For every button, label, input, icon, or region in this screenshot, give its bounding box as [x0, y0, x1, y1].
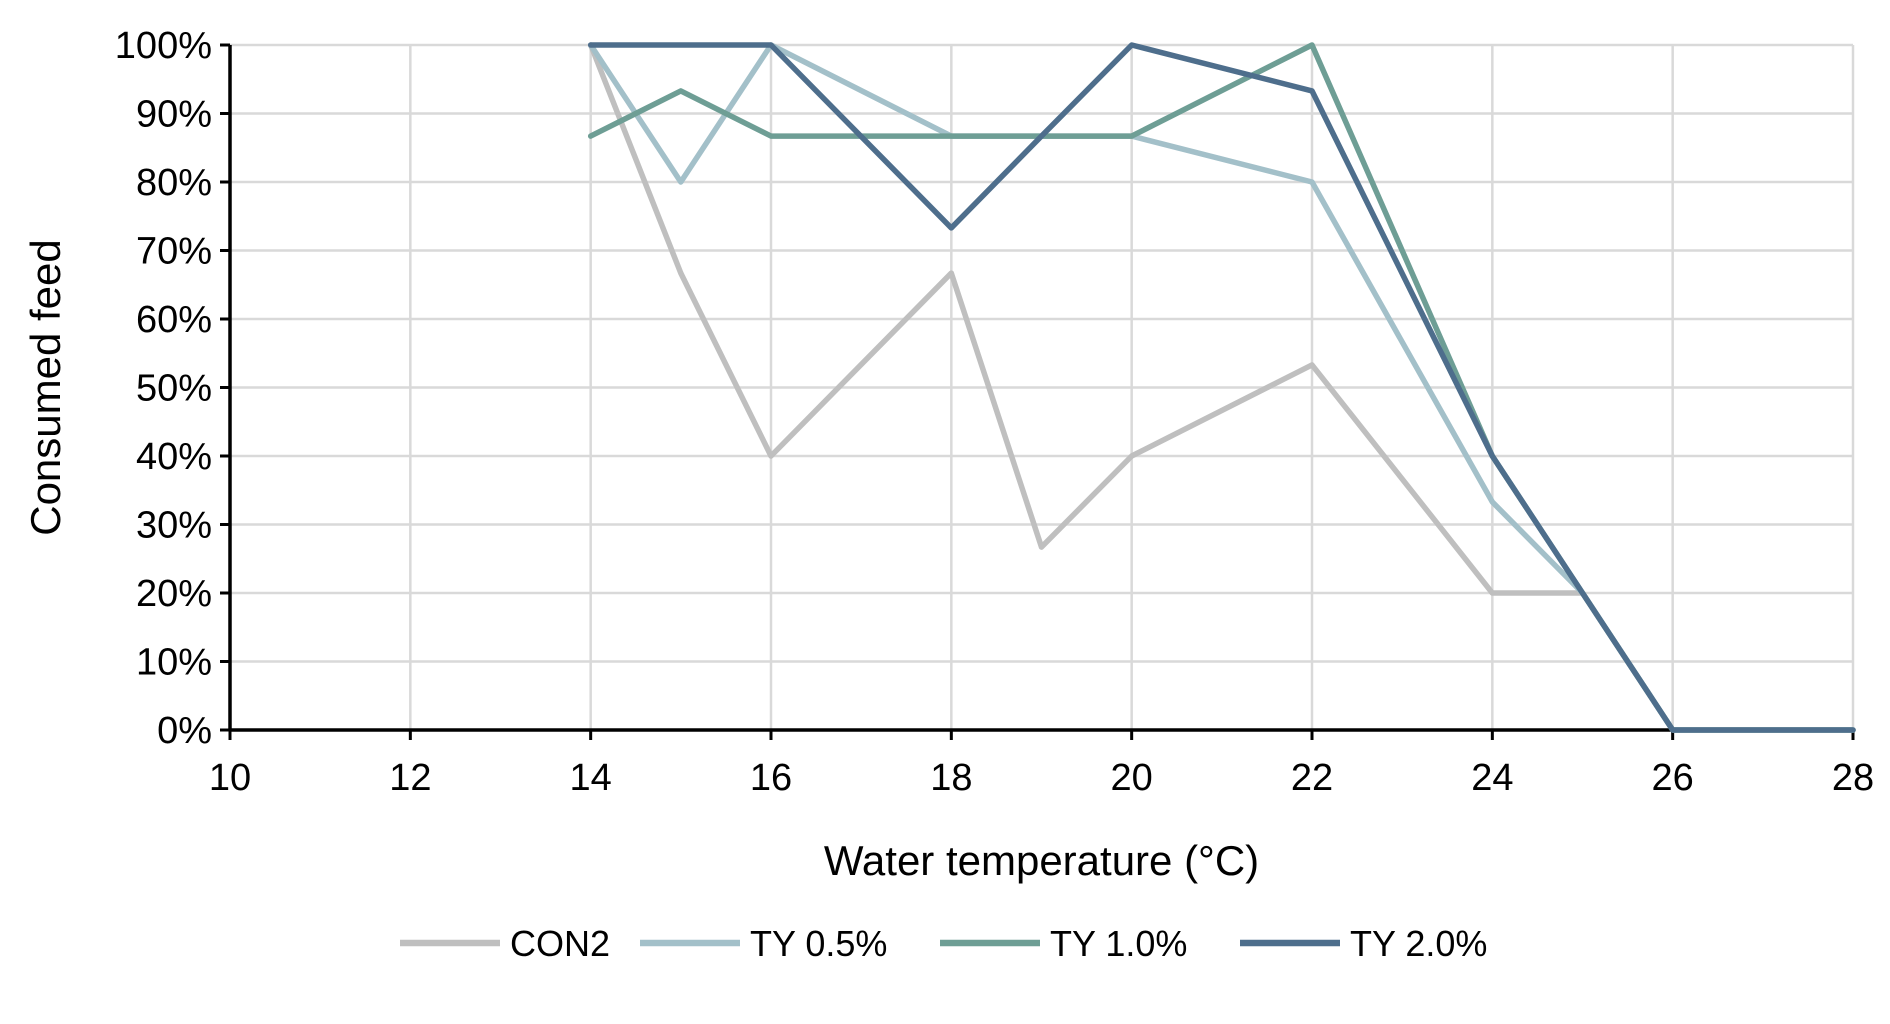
- tick-labels: 0% 10% 20% 30% 40% 50% 60% 70% 80% 90% 100% 10 12 14 1…: [115, 25, 1874, 799]
- y-tick-label: 100%: [115, 25, 212, 67]
- y-tick-label: 90%: [136, 94, 212, 136]
- y-tick-label: 0%: [157, 710, 212, 752]
- x-tick-label: 20: [1111, 757, 1153, 799]
- x-tick-label: 28: [1832, 757, 1874, 799]
- legend-item: TY 0.5%: [640, 923, 887, 964]
- y-tick-label: 20%: [136, 573, 212, 615]
- grid: [230, 43, 1855, 730]
- y-tick-label: 60%: [136, 299, 212, 341]
- legend-item: TY 1.0%: [940, 923, 1187, 964]
- y-tick-label: 10%: [136, 642, 212, 684]
- x-tick-label: 26: [1652, 757, 1694, 799]
- x-tick-label: 10: [209, 757, 251, 799]
- axes: [220, 43, 1855, 740]
- y-tick-label: 50%: [136, 368, 212, 410]
- y-tick-label: 40%: [136, 436, 212, 478]
- y-tick-label: 80%: [136, 162, 212, 204]
- y-tick-label: 70%: [136, 231, 212, 273]
- y-tick-label: 30%: [136, 505, 212, 547]
- x-tick-label: 16: [750, 757, 792, 799]
- x-tick-label: 14: [570, 757, 612, 799]
- x-tick-label: 24: [1471, 757, 1513, 799]
- legend-label: TY 0.5%: [750, 923, 887, 964]
- y-axis-title: Consumed feed: [22, 239, 69, 536]
- legend: CON2 TY 0.5% TY 1.0% TY 2.0%: [400, 923, 1487, 964]
- x-tick-label: 18: [930, 757, 972, 799]
- legend-label: TY 1.0%: [1050, 923, 1187, 964]
- legend-item: CON2: [400, 923, 610, 964]
- x-tick-label: 12: [389, 757, 431, 799]
- x-tick-label: 22: [1291, 757, 1333, 799]
- legend-label: CON2: [510, 923, 610, 964]
- legend-label: TY 2.0%: [1350, 923, 1487, 964]
- series-lines: [587, 42, 1856, 733]
- series-line-4: [587, 42, 1856, 733]
- x-axis-title: Water temperature (°C): [824, 837, 1259, 884]
- legend-item: TY 2.0%: [1240, 923, 1487, 964]
